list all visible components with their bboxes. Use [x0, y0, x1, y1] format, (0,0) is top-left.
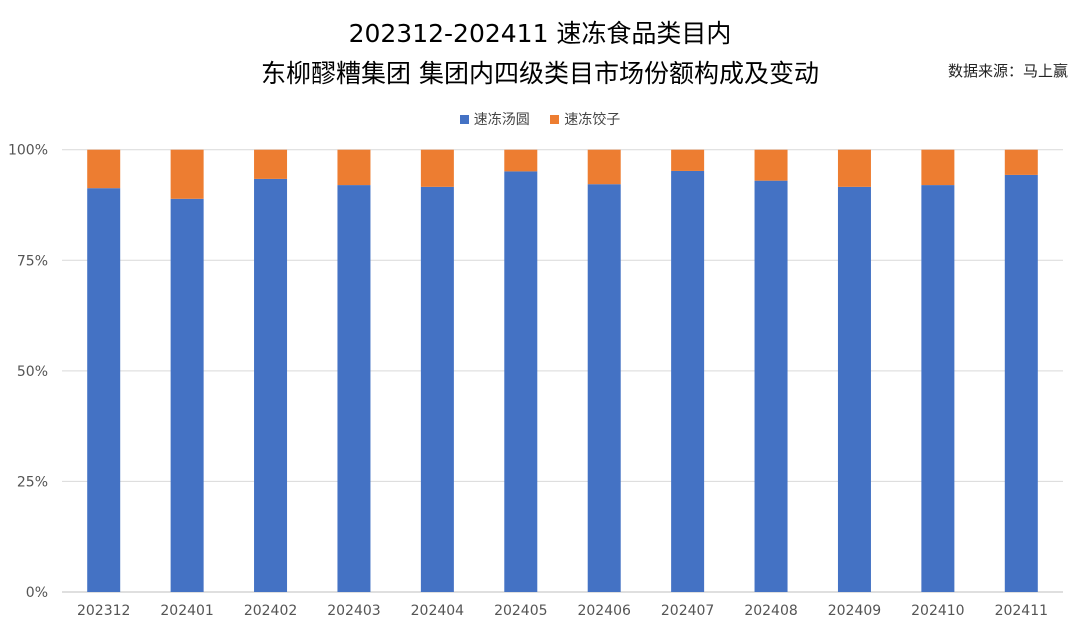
- bar-tangyuan: [754, 180, 788, 592]
- bar-tangyuan: [587, 184, 621, 592]
- bar-jiaozi: [921, 149, 955, 186]
- x-tick-label: 202407: [661, 603, 714, 619]
- bar-tangyuan: [1004, 174, 1038, 592]
- y-tick-label: 25%: [17, 474, 48, 490]
- bar-tangyuan: [170, 198, 204, 593]
- bar-tangyuan: [337, 185, 371, 593]
- bar-tangyuan: [671, 170, 705, 592]
- bar-tangyuan: [921, 185, 955, 593]
- legend: 速冻汤圆 速冻饺子: [0, 109, 1080, 129]
- bar-jiaozi: [754, 149, 788, 181]
- bar-jiaozi: [671, 149, 705, 171]
- bar-tangyuan: [254, 178, 288, 593]
- legend-label: 速冻饺子: [564, 112, 621, 128]
- y-tick-label: 50%: [17, 364, 48, 380]
- bar-jiaozi: [170, 149, 204, 199]
- x-tick-label: 202402: [244, 603, 297, 619]
- bar-tangyuan: [837, 186, 871, 592]
- x-tick-label: 202408: [744, 603, 797, 619]
- bar-tangyuan: [504, 171, 538, 593]
- legend-label: 速冻汤圆: [473, 112, 530, 128]
- bar-tangyuan: [87, 188, 121, 592]
- chart-subtitle: 东柳醪糟集团 集团内四级类目市场份额构成及变动: [261, 59, 819, 88]
- legend-swatch: [550, 114, 560, 124]
- bar-jiaozi: [87, 149, 121, 189]
- legend-item-jiaozi: 速冻饺子: [550, 109, 620, 129]
- legend-swatch: [459, 114, 469, 124]
- bar-jiaozi: [1004, 149, 1038, 175]
- x-tick-label: 202411: [995, 603, 1048, 619]
- x-tick-label: 202312: [77, 603, 130, 619]
- legend-item-tangyuan: 速冻汤圆: [459, 109, 530, 129]
- bar-jiaozi: [420, 149, 454, 187]
- x-tick-label: 202401: [160, 603, 213, 619]
- y-tick-label: 100%: [8, 143, 48, 159]
- x-tick-label: 202405: [494, 603, 547, 619]
- bar-jiaozi: [837, 149, 871, 187]
- x-tick-label: 202404: [411, 603, 465, 619]
- data-source: 数据来源：马上赢: [947, 62, 1068, 80]
- bar-jiaozi: [504, 149, 538, 172]
- bar-jiaozi: [337, 149, 371, 186]
- y-tick-label: 0%: [26, 585, 48, 601]
- bar-tangyuan: [420, 186, 454, 592]
- y-tick-label: 75%: [17, 253, 48, 269]
- x-tick-label: 202406: [577, 603, 631, 619]
- x-tick-label: 202403: [327, 603, 380, 619]
- x-tick-label: 202410: [911, 603, 964, 619]
- bar-jiaozi: [587, 149, 621, 185]
- chart-title: 202312-202411 速冻食品类目内: [348, 19, 732, 48]
- bar-jiaozi: [254, 149, 288, 179]
- x-tick-label: 202409: [828, 603, 881, 619]
